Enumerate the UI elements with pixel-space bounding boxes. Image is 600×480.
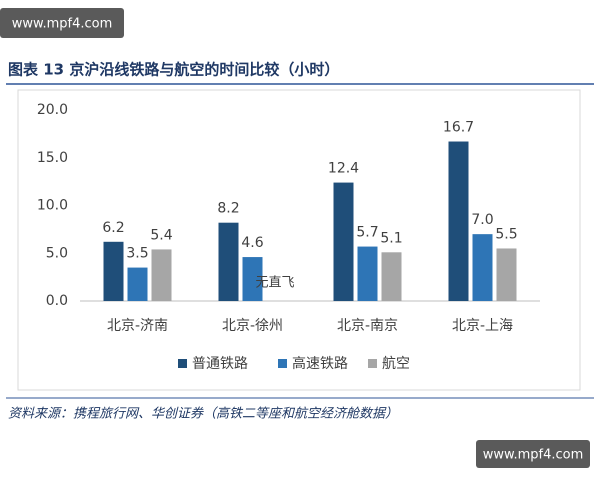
value-label: 12.4 <box>328 161 359 177</box>
legend-swatch <box>278 359 287 368</box>
x-tick-label: 北京-南京 <box>337 318 398 334</box>
annotation: 无直飞 <box>255 276 294 291</box>
value-label: 8.2 <box>217 201 239 217</box>
watermark: www.mpf4.com <box>12 17 113 32</box>
legend-label: 航空 <box>382 356 410 372</box>
bar <box>472 234 493 301</box>
x-tick-label: 北京-上海 <box>452 318 513 334</box>
y-tick-label: 0.0 <box>46 293 68 309</box>
legend-swatch <box>178 359 187 368</box>
bar <box>333 182 354 301</box>
bar <box>496 248 517 301</box>
value-label: 5.4 <box>150 227 172 243</box>
value-label: 5.1 <box>380 230 402 246</box>
bar <box>242 257 263 301</box>
x-tick-label: 北京-徐州 <box>222 318 283 334</box>
bar <box>218 222 239 301</box>
y-tick-label: 15.0 <box>37 150 68 166</box>
y-tick-label: 20.0 <box>37 102 68 118</box>
watermark-box <box>476 440 590 468</box>
source: 资料来源：携程旅行网、华创证券（高铁二等座和航空经济舱数据） <box>8 406 398 422</box>
bar <box>127 267 148 301</box>
watermark: www.mpf4.com <box>483 448 584 463</box>
legend-label: 普通铁路 <box>192 356 248 372</box>
bar <box>448 141 469 301</box>
legend-label: 高速铁路 <box>292 355 348 372</box>
value-label: 16.7 <box>443 120 474 136</box>
chart-title: 图表 13 京沪沿线铁路与航空的时间比较（小时） <box>8 61 339 79</box>
value-label: 3.5 <box>126 246 148 262</box>
bar <box>381 252 402 301</box>
bar <box>357 246 378 301</box>
chart-frame <box>17 89 581 391</box>
value-label: 4.6 <box>241 235 263 251</box>
watermark-box <box>0 8 124 38</box>
value-label: 5.5 <box>495 226 517 242</box>
y-tick-label: 5.0 <box>46 245 68 261</box>
bar <box>103 241 124 301</box>
value-label: 5.7 <box>356 225 378 241</box>
x-tick-label: 北京-济南 <box>107 318 168 334</box>
bar <box>151 249 172 301</box>
value-label: 6.2 <box>102 220 124 236</box>
y-tick-label: 10.0 <box>37 198 68 214</box>
legend-swatch <box>368 359 377 368</box>
value-label: 7.0 <box>471 212 493 228</box>
